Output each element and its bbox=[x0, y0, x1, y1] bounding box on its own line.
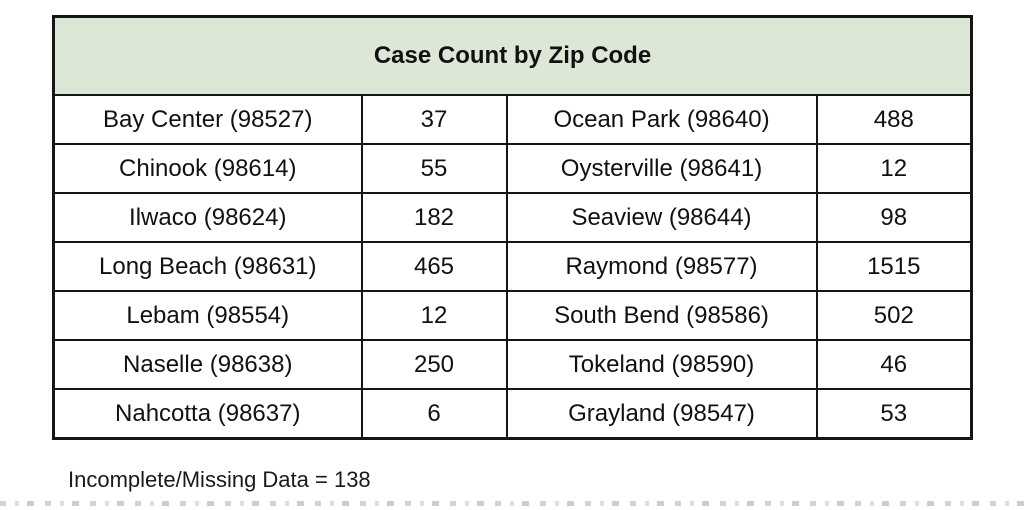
zip-label-cell: Ocean Park (98640) bbox=[505, 94, 818, 145]
case-count-cell: 37 bbox=[360, 94, 508, 145]
zip-label-cell: Bay Center (98527) bbox=[52, 94, 363, 145]
table-row: Bay Center (98527) 37 Ocean Park (98640)… bbox=[52, 94, 973, 145]
case-count-cell: 55 bbox=[360, 143, 508, 194]
table-row: Long Beach (98631) 465 Raymond (98577) 1… bbox=[52, 241, 973, 292]
case-count-cell: 1515 bbox=[815, 241, 973, 292]
table-header-row: Case Count by Zip Code bbox=[52, 15, 973, 96]
zip-label-cell: Grayland (98547) bbox=[505, 388, 818, 440]
zip-label-cell: Long Beach (98631) bbox=[52, 241, 363, 292]
table-title: Case Count by Zip Code bbox=[52, 15, 973, 96]
zip-label-cell: South Bend (98586) bbox=[505, 290, 818, 341]
zip-label-cell: Ilwaco (98624) bbox=[52, 192, 363, 243]
zip-label-cell: Lebam (98554) bbox=[52, 290, 363, 341]
case-count-cell: 182 bbox=[360, 192, 508, 243]
zip-label-cell: Naselle (98638) bbox=[52, 339, 363, 390]
zip-label-cell: Oysterville (98641) bbox=[505, 143, 818, 194]
table-row: Lebam (98554) 12 South Bend (98586) 502 bbox=[52, 290, 973, 341]
case-count-cell: 98 bbox=[815, 192, 973, 243]
case-count-cell: 53 bbox=[815, 388, 973, 440]
missing-data-note: Incomplete/Missing Data = 138 bbox=[68, 467, 371, 492]
case-count-cell: 12 bbox=[360, 290, 508, 341]
zip-label-cell: Tokeland (98590) bbox=[505, 339, 818, 390]
case-count-cell: 465 bbox=[360, 241, 508, 292]
table-row: Naselle (98638) 250 Tokeland (98590) 46 bbox=[52, 339, 973, 390]
table-row: Chinook (98614) 55 Oysterville (98641) 1… bbox=[52, 143, 973, 194]
case-count-cell: 6 bbox=[360, 388, 508, 440]
cutoff-text-artifact bbox=[0, 501, 1024, 506]
table-row: Nahcotta (98637) 6 Grayland (98547) 53 bbox=[52, 388, 973, 440]
case-count-cell: 488 bbox=[815, 94, 973, 145]
case-count-cell: 12 bbox=[815, 143, 973, 194]
zip-label-cell: Raymond (98577) bbox=[505, 241, 818, 292]
table-title-text: Case Count by Zip Code bbox=[373, 42, 652, 69]
case-count-cell: 46 bbox=[815, 339, 973, 390]
table-row: Ilwaco (98624) 182 Seaview (98644) 98 bbox=[52, 192, 973, 243]
zip-label-cell: Seaview (98644) bbox=[505, 192, 818, 243]
case-count-table: Case Count by Zip Code Bay Center (98527… bbox=[52, 15, 974, 440]
zip-label-cell: Nahcotta (98637) bbox=[52, 388, 363, 440]
case-count-cell: 502 bbox=[815, 290, 973, 341]
case-count-cell: 250 bbox=[360, 339, 508, 390]
zip-label-cell: Chinook (98614) bbox=[52, 143, 363, 194]
